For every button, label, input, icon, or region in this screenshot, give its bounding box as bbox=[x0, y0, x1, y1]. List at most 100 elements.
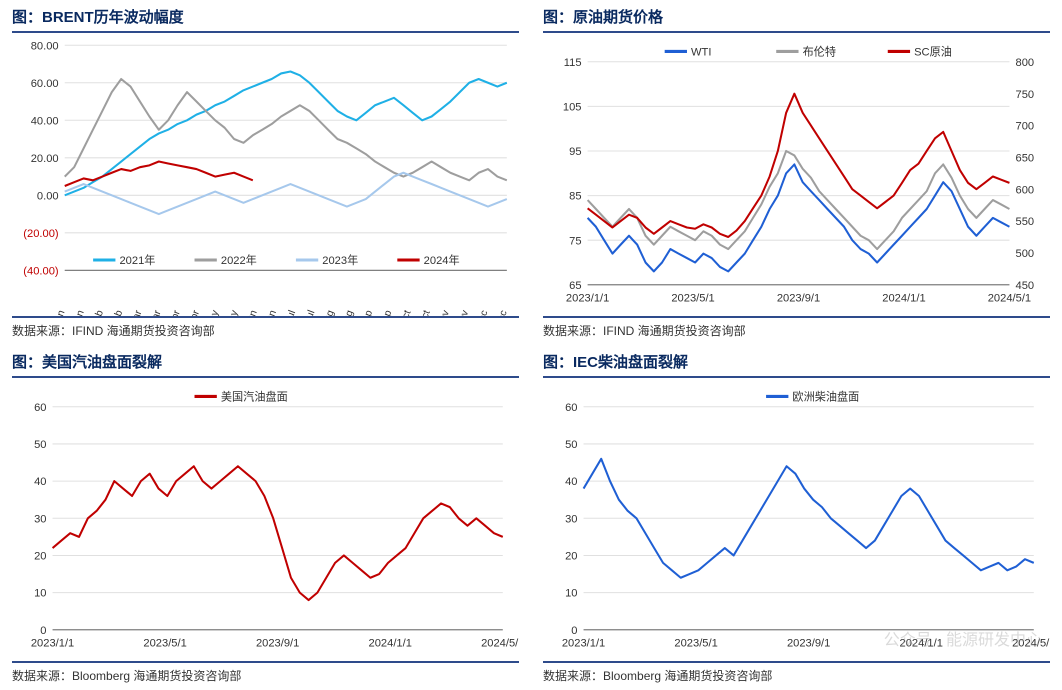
svg-text:2023/5/1: 2023/5/1 bbox=[674, 637, 717, 649]
svg-text:40.00: 40.00 bbox=[31, 115, 59, 127]
svg-text:2024年: 2024年 bbox=[424, 253, 460, 267]
svg-text:2023/5/1: 2023/5/1 bbox=[671, 292, 714, 304]
svg-text:Mar: Mar bbox=[128, 308, 144, 315]
svg-text:2024/1/1: 2024/1/1 bbox=[900, 637, 943, 649]
svg-text:2023/9/1: 2023/9/1 bbox=[256, 637, 299, 649]
svg-text:40: 40 bbox=[34, 476, 46, 488]
svg-text:550: 550 bbox=[1016, 216, 1035, 228]
svg-text:Sep: Sep bbox=[378, 309, 395, 316]
svg-text:Apr: Apr bbox=[167, 308, 183, 315]
svg-text:600: 600 bbox=[1016, 184, 1035, 196]
svg-text:20: 20 bbox=[565, 550, 577, 562]
svg-text:105: 105 bbox=[563, 101, 582, 113]
svg-text:Sep: Sep bbox=[359, 309, 376, 316]
svg-text:50: 50 bbox=[34, 439, 46, 451]
svg-text:40: 40 bbox=[565, 476, 577, 488]
svg-text:(20.00): (20.00) bbox=[23, 228, 59, 240]
svg-text:0: 0 bbox=[571, 625, 577, 637]
chart-area: 1151059585756580075070065060055050045020… bbox=[543, 37, 1050, 316]
svg-text:Jan: Jan bbox=[71, 309, 87, 316]
svg-text:85: 85 bbox=[569, 191, 581, 203]
svg-text:Nov: Nov bbox=[436, 308, 453, 316]
svg-text:2024/5/1: 2024/5/1 bbox=[1012, 637, 1050, 649]
svg-text:10: 10 bbox=[34, 587, 46, 599]
svg-text:0: 0 bbox=[40, 625, 46, 637]
svg-text:0.00: 0.00 bbox=[37, 190, 59, 202]
svg-text:80.00: 80.00 bbox=[31, 40, 59, 52]
svg-text:2024/1/1: 2024/1/1 bbox=[369, 637, 412, 649]
svg-text:布伦特: 布伦特 bbox=[803, 44, 836, 58]
svg-text:Jul: Jul bbox=[284, 309, 299, 316]
svg-text:2023/1/1: 2023/1/1 bbox=[566, 292, 609, 304]
svg-text:60: 60 bbox=[565, 402, 577, 414]
svg-text:May: May bbox=[224, 308, 241, 316]
svg-text:(40.00): (40.00) bbox=[23, 265, 59, 277]
panel-footer: 数据来源：Bloomberg 海通期货投资咨询部 bbox=[12, 661, 519, 686]
svg-text:Jul: Jul bbox=[303, 309, 318, 316]
svg-text:SC原油: SC原油 bbox=[914, 44, 952, 58]
panel-crude-futures: 图：原油期货价格 115 105 95 85 75 65 800 750 700 650 600 55… bbox=[531, 0, 1062, 345]
svg-text:20: 20 bbox=[34, 550, 46, 562]
svg-text:95: 95 bbox=[569, 146, 581, 158]
svg-text:2024/1/1: 2024/1/1 bbox=[882, 292, 925, 304]
chart-grid: 图：BRENT历年波动幅度 80.00 60.00 40.00 20.00 0.00 (2… bbox=[0, 0, 1062, 670]
svg-text:30: 30 bbox=[565, 513, 577, 525]
svg-text:30: 30 bbox=[34, 513, 46, 525]
svg-text:Nov: Nov bbox=[455, 308, 472, 316]
svg-text:60: 60 bbox=[34, 402, 46, 414]
panel-title: 图：美国汽油盘面裂解 bbox=[12, 349, 519, 378]
chart-area: 60 50 40 30 20 10 02023/1/1 2023/5/1 2023/9/1 202… bbox=[12, 382, 519, 661]
svg-text:Jun: Jun bbox=[263, 309, 279, 316]
svg-text:欧洲柴油盘面: 欧洲柴油盘面 bbox=[792, 389, 859, 403]
svg-text:Feb: Feb bbox=[90, 309, 106, 316]
svg-text:2023/9/1: 2023/9/1 bbox=[787, 637, 830, 649]
panel-title: 图：BRENT历年波动幅度 bbox=[12, 4, 519, 33]
panel-title: 图：IEC柴油盘面裂解 bbox=[543, 349, 1050, 378]
svg-text:Oct: Oct bbox=[417, 309, 433, 316]
svg-text:700: 700 bbox=[1016, 121, 1035, 133]
svg-text:Aug: Aug bbox=[320, 309, 337, 316]
svg-text:2023/1/1: 2023/1/1 bbox=[562, 637, 605, 649]
svg-text:65: 65 bbox=[569, 280, 581, 292]
svg-text:10: 10 bbox=[565, 587, 577, 599]
svg-text:May: May bbox=[205, 308, 222, 316]
svg-text:50: 50 bbox=[565, 439, 577, 451]
svg-text:Dec: Dec bbox=[493, 309, 509, 316]
svg-text:Jan: Jan bbox=[52, 309, 68, 316]
panel-footer: 数据来源：IFIND 海通期货投资咨询部 bbox=[12, 316, 519, 341]
svg-text:650: 650 bbox=[1016, 152, 1035, 164]
svg-text:2023/1/1: 2023/1/1 bbox=[31, 637, 74, 649]
svg-text:60.00: 60.00 bbox=[31, 78, 59, 90]
panel-title: 图：原油期货价格 bbox=[543, 4, 1050, 33]
svg-text:2023/9/1: 2023/9/1 bbox=[777, 292, 820, 304]
svg-text:2023年: 2023年 bbox=[322, 253, 358, 267]
svg-text:Feb: Feb bbox=[109, 309, 125, 316]
svg-text:Oct: Oct bbox=[398, 309, 414, 316]
svg-text:2023/5/1: 2023/5/1 bbox=[143, 637, 186, 649]
svg-text:2024/5/1: 2024/5/1 bbox=[481, 637, 519, 649]
panel-footer: 数据来源：Bloomberg 海通期货投资咨询部 bbox=[543, 661, 1050, 686]
svg-text:WTI: WTI bbox=[691, 47, 711, 59]
panel-us-gasoline-crack: 图：美国汽油盘面裂解 60 50 40 30 20 10 02023/1/1 2023/5/1… bbox=[0, 345, 531, 690]
chart-area: 60 50 40 30 20 10 02023/1/1 2023/5/1 2023/9/1 202… bbox=[543, 382, 1050, 661]
svg-text:Apr: Apr bbox=[186, 308, 202, 315]
svg-text:美国汽油盘面: 美国汽油盘面 bbox=[221, 389, 288, 403]
svg-text:2024/5/1: 2024/5/1 bbox=[988, 292, 1031, 304]
svg-text:2022年: 2022年 bbox=[221, 253, 257, 267]
svg-text:20.00: 20.00 bbox=[31, 153, 59, 165]
panel-brent-volatility: 图：BRENT历年波动幅度 80.00 60.00 40.00 20.00 0.00 (2… bbox=[0, 0, 531, 345]
chart-area: 80.00 60.00 40.00 20.00 0.00 (20.00) (40.00) Ja… bbox=[12, 37, 519, 316]
panel-footer: 数据来源：IFIND 海通期货投资咨询部 bbox=[543, 316, 1050, 341]
svg-text:Aug: Aug bbox=[339, 309, 356, 316]
svg-text:75: 75 bbox=[569, 235, 581, 247]
svg-text:2021年: 2021年 bbox=[119, 253, 155, 267]
svg-text:Dec: Dec bbox=[474, 309, 490, 316]
svg-text:Mar: Mar bbox=[147, 308, 163, 315]
panel-iec-diesel-crack: 图：IEC柴油盘面裂解 60 50 40 30 20 10 02023/1/1 2023/5/… bbox=[531, 345, 1062, 690]
svg-text:Jun: Jun bbox=[244, 309, 260, 316]
svg-text:800: 800 bbox=[1016, 57, 1035, 69]
svg-text:450: 450 bbox=[1016, 280, 1035, 292]
svg-text:750: 750 bbox=[1016, 89, 1035, 101]
svg-text:115: 115 bbox=[564, 57, 582, 69]
page: 图：BRENT历年波动幅度 80.00 60.00 40.00 20.00 0.00 (2… bbox=[0, 0, 1062, 670]
